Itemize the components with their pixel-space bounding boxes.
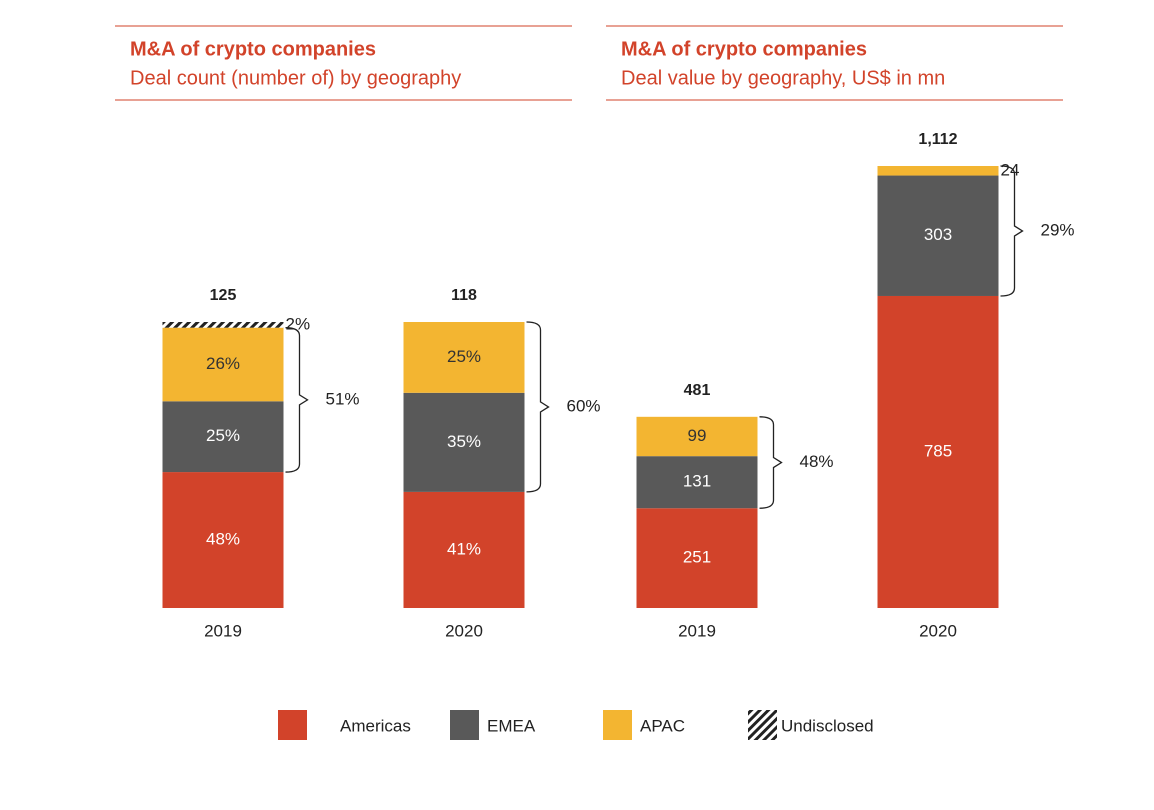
legend-swatch (603, 710, 632, 740)
bracket (1000, 165, 1024, 297)
bar-segment (877, 175, 999, 296)
value-label: 26% (206, 354, 240, 373)
bracket (285, 327, 309, 473)
bar-segment (162, 322, 284, 328)
bar-segment (162, 472, 284, 608)
value-label: 99 (688, 426, 707, 445)
category-label: 2019 (678, 621, 716, 640)
chart-title: M&A of crypto companies (130, 38, 376, 60)
bracket-label: 48% (800, 452, 834, 471)
legend-label: Undisclosed (781, 716, 874, 735)
chart-subtitle: Deal count (number of) by geography (130, 67, 461, 89)
bar-segment (636, 508, 758, 608)
legend-label: APAC (640, 716, 685, 735)
total-label: 125 (210, 287, 237, 304)
total-label: 118 (451, 287, 477, 304)
value-label: 48% (206, 530, 240, 549)
total-label: 481 (684, 382, 711, 399)
legend-swatch (450, 710, 479, 740)
value-label: 251 (683, 548, 711, 567)
value-label: 35% (447, 432, 481, 451)
value-label: 25% (447, 347, 481, 366)
bracket-label: 60% (567, 396, 601, 415)
bar-segment (877, 295, 999, 608)
value-label: 303 (924, 225, 952, 244)
legend-label: Americas (340, 716, 411, 735)
chart-title: M&A of crypto companies (621, 38, 867, 60)
value-label: 785 (924, 441, 952, 460)
bracket-label: 51% (326, 389, 360, 408)
value-label: 131 (683, 472, 711, 491)
bar-segment (403, 491, 525, 608)
bar-segment (403, 392, 525, 492)
legend-label: EMEA (487, 716, 536, 735)
bar-segment (877, 166, 999, 176)
value-label: 24 (1001, 160, 1020, 179)
category-label: 2019 (204, 621, 242, 640)
bar-segment (403, 322, 525, 393)
bracket (759, 416, 783, 509)
legend-swatch (748, 710, 777, 740)
total-label: 1,112 (918, 131, 957, 148)
bracket-label: 29% (1041, 220, 1075, 239)
bar-segment (162, 327, 284, 402)
category-label: 2020 (445, 621, 483, 640)
value-label: 25% (206, 426, 240, 445)
category-label: 2020 (919, 621, 957, 640)
chart-subtitle: Deal value by geography, US$ in mn (621, 67, 945, 89)
bracket (526, 321, 550, 493)
bar-segment (636, 456, 758, 509)
bar-segment (636, 416, 758, 457)
value-label: 41% (447, 539, 481, 558)
legend-swatch (278, 710, 307, 740)
bar-segment (162, 401, 284, 473)
